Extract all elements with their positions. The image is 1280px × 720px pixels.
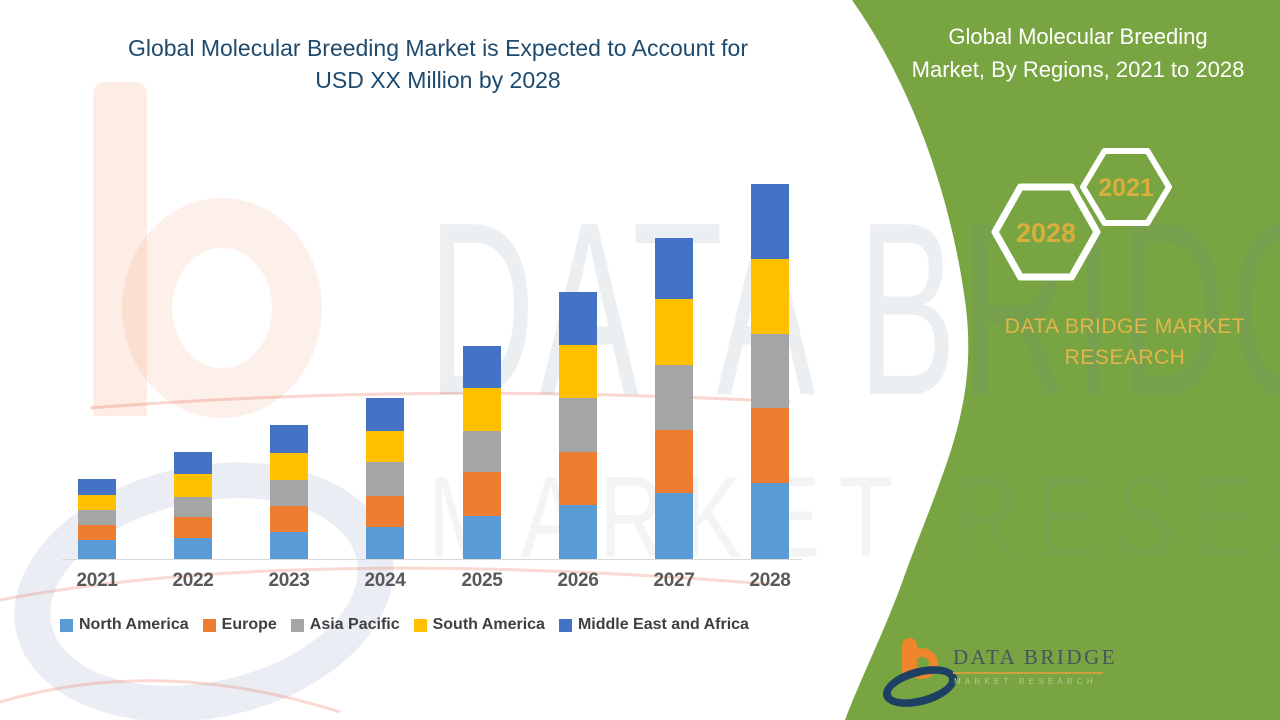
bar-segment: [463, 472, 501, 516]
legend-label: South America: [432, 616, 545, 633]
legend-label: Europe: [221, 616, 277, 633]
legend-swatch-icon: [558, 618, 572, 632]
bar-segment: [751, 259, 789, 334]
bar-segment: [366, 462, 404, 496]
bar-segment: [174, 538, 212, 559]
legend-item: Asia Pacific: [290, 616, 400, 634]
bar-segment: [559, 398, 597, 452]
stacked-bar-2022: [174, 452, 212, 559]
bar-segment: [655, 238, 693, 299]
bar-segment: [463, 516, 501, 559]
legend-item: Middle East and Africa: [558, 616, 749, 634]
bar-segment: [78, 525, 116, 540]
x-axis-label: 2027: [653, 570, 695, 591]
right-panel-title: Global Molecular Breeding Market, By Reg…: [880, 20, 1276, 86]
bar-segment: [174, 474, 212, 497]
legend-label: Middle East and Africa: [577, 616, 749, 633]
stacked-bar-2026: [559, 292, 597, 559]
stacked-bar-2027: [655, 238, 693, 559]
bar-segment: [270, 480, 308, 506]
bar-segment: [655, 365, 693, 430]
bar-segment: [366, 398, 404, 431]
bar-segment: [751, 408, 789, 483]
legend-label: North America: [79, 616, 189, 633]
bar-segment: [270, 506, 308, 532]
legend-item: Europe: [202, 616, 277, 634]
bar-segment: [463, 431, 501, 472]
bar-segment: [559, 505, 597, 559]
stacked-bar-2025: [463, 346, 501, 559]
bar-segment: [463, 388, 501, 431]
logo-d-swoosh-icon: [878, 658, 962, 715]
svg-text:2021: 2021: [1098, 174, 1154, 202]
chart-legend: North America Europe Asia Pacific South Ame…: [60, 616, 749, 634]
bar-segment: [366, 527, 404, 559]
bar-segment: [270, 453, 308, 480]
year-hexagons: 2021 2028: [991, 148, 1172, 281]
bar-segment: [751, 334, 789, 408]
bar-segment: [174, 452, 212, 474]
chart-title-line1: Global Molecular Breeding Market is Expe…: [127, 35, 749, 61]
hexagon-2028: 2028: [991, 183, 1101, 281]
stacked-bar-2028: [751, 184, 789, 559]
bar-segment: [751, 184, 789, 259]
bar-segment: [78, 495, 116, 510]
x-axis-label: 2021: [76, 570, 118, 591]
chart-title-line2: USD XX Million by 2028: [315, 67, 561, 93]
legend-label: Asia Pacific: [309, 616, 400, 633]
bar-segment: [655, 493, 693, 559]
bar-segment: [559, 345, 597, 398]
legend-item: North America: [60, 616, 189, 634]
bar-segment: [559, 452, 597, 505]
bar-segment: [270, 532, 308, 559]
bar-segment: [366, 496, 404, 527]
brand-text: DATA BRIDGE MARKET RESEARCH: [950, 311, 1280, 373]
footer-logo-rule: [953, 672, 1103, 674]
stacked-bar-2023: [270, 425, 308, 559]
footer-logo-brand: DATA BRIDGE: [953, 645, 1118, 669]
chart-title: Global Molecular Breeding Market is Expe…: [60, 32, 816, 96]
brand-text-line1: DATA BRIDGE MARKET: [1004, 315, 1246, 338]
x-axis-label: 2025: [461, 570, 503, 591]
right-panel-title-line1: Global Molecular Breeding: [948, 24, 1208, 49]
bar-segment: [655, 299, 693, 365]
brand-text-line2: RESEARCH: [1064, 346, 1186, 369]
bar-segment: [78, 479, 116, 495]
bar-segment: [78, 510, 116, 525]
stacked-bar-2024: [366, 398, 404, 559]
footer-logo-subtext: MARKET RESEARCH: [954, 677, 1097, 686]
x-axis-label: 2023: [268, 570, 310, 591]
bar-segment: [174, 517, 212, 538]
bar-segment: [78, 540, 116, 559]
legend-swatch-icon: [413, 618, 427, 632]
logo-b-bowl-icon: [905, 648, 938, 679]
legend-item: South America: [413, 616, 545, 634]
bar-segment: [751, 483, 789, 559]
stacked-bar-2021: [78, 479, 116, 559]
x-axis-label: 2026: [557, 570, 599, 591]
footer-logo: DATA BRIDGE MARKET RESEARCH: [878, 635, 1125, 715]
x-axis-label: 2022: [172, 570, 214, 591]
right-panel-title-line2: Market, By Regions, 2021 to 2028: [911, 57, 1245, 82]
x-axis-label: 2028: [749, 570, 791, 591]
bar-segment: [463, 346, 501, 388]
svg-text:2028: 2028: [1016, 218, 1076, 248]
hexagon-2021: 2021: [1080, 148, 1172, 226]
x-axis-label: 2024: [364, 570, 406, 591]
watermark-text-line2: MARKET RESEARCH: [428, 453, 1280, 582]
bar-segment: [655, 430, 693, 493]
x-axis-line: [62, 559, 802, 560]
bar-segment: [366, 431, 404, 462]
legend-swatch-icon: [290, 618, 304, 632]
legend-swatch-icon: [202, 618, 216, 632]
bar-segment: [174, 497, 212, 517]
bar-segment: [559, 292, 597, 345]
legend-swatch-icon: [60, 618, 73, 632]
bar-segment: [270, 425, 308, 453]
